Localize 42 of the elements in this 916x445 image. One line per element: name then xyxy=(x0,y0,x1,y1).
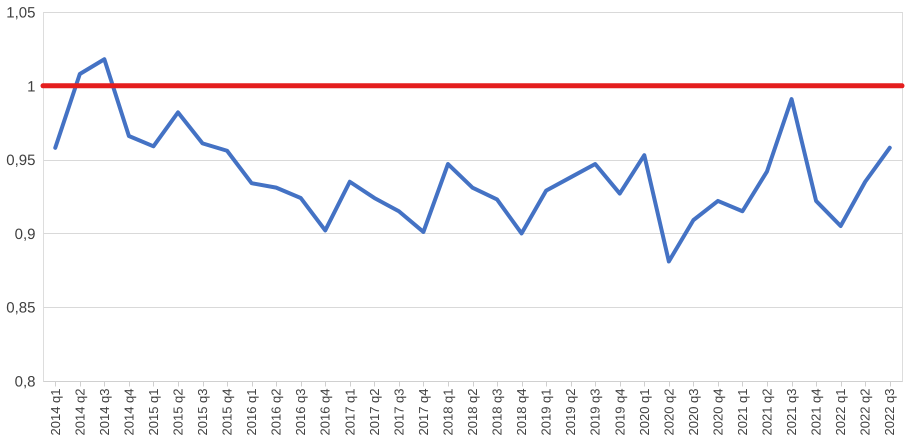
x-tick-label: 2020 q2 xyxy=(661,388,676,436)
x-tick-label: 2014 q4 xyxy=(121,388,136,436)
x-tick-label: 2018 q1 xyxy=(440,388,456,436)
x-tick-label: 2022 q1 xyxy=(833,388,848,436)
x-tick-label: 2022 q3 xyxy=(882,388,898,436)
x-tick-label: 2014 q3 xyxy=(96,388,112,436)
x-tick-label: 2020 q4 xyxy=(710,388,726,436)
x-tick-label: 2015 q2 xyxy=(170,388,186,436)
x-tick-label: 2014 q1 xyxy=(48,388,63,436)
x-tick-label: 2021 q3 xyxy=(784,388,800,436)
x-tick-label: 2020 q3 xyxy=(686,388,701,436)
x-tick-label: 2019 q3 xyxy=(588,388,603,436)
y-tick-label: 0,8 xyxy=(14,374,36,390)
x-tick-label: 2015 q1 xyxy=(146,388,161,436)
x-tick-label: 2022 q2 xyxy=(858,388,873,436)
y-tick-label: 0,95 xyxy=(6,152,36,170)
x-tick-label: 2019 q1 xyxy=(538,388,554,436)
x-tick-label: 2016 q1 xyxy=(244,388,260,436)
x-tick-label: 2018 q2 xyxy=(465,388,480,436)
x-tick-label: 2017 q2 xyxy=(366,388,382,436)
x-tick-label: 2016 q4 xyxy=(318,388,333,436)
x-tick-label: 2019 q4 xyxy=(612,388,628,436)
x-tick-label: 2018 q3 xyxy=(490,388,505,436)
x-tick-label: 2019 q2 xyxy=(563,388,578,436)
y-tick-label: 1 xyxy=(27,78,36,96)
x-tick-label: 2017 q3 xyxy=(391,388,406,436)
x-tick-label: 2015 q4 xyxy=(220,388,235,436)
line-series xyxy=(53,57,892,264)
x-tick-label: 2021 q4 xyxy=(808,388,824,436)
x-tick-label: 2016 q2 xyxy=(268,388,284,436)
x-tick-label: 2018 q4 xyxy=(514,388,530,436)
y-tick-label: 0,9 xyxy=(14,226,36,243)
x-tick-label: 2020 q1 xyxy=(636,388,652,436)
x-tick-label: 2021 q1 xyxy=(734,388,750,436)
x-tick-label: 2015 q3 xyxy=(195,388,210,436)
y-tick-label: 1,05 xyxy=(6,4,36,22)
y-tick-label: 0,85 xyxy=(6,300,36,317)
x-tick-label: 2021 q2 xyxy=(760,388,775,436)
x-tick-label: 2017 q4 xyxy=(416,388,431,436)
x-tick-label: 2017 q1 xyxy=(342,388,358,436)
x-tick-label: 2014 q2 xyxy=(72,388,88,436)
x-tick-label: 2016 q3 xyxy=(293,388,308,436)
